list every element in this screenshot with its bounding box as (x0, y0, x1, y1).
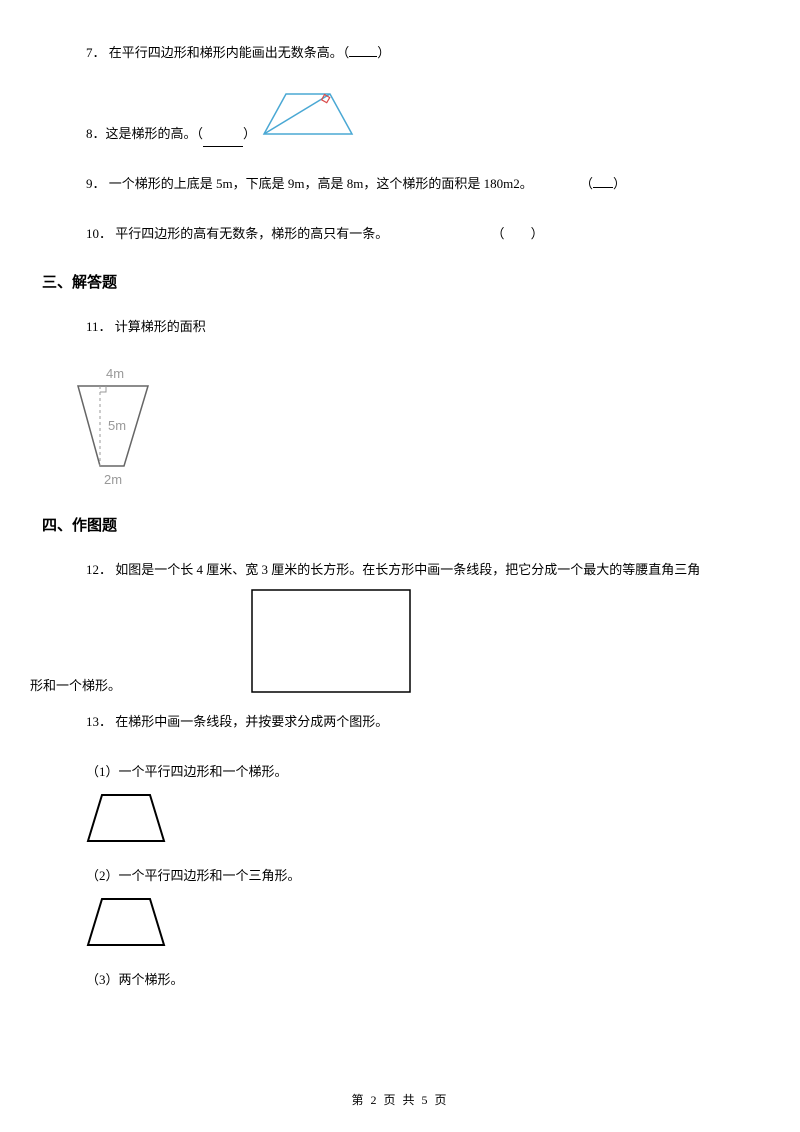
q12-figure (251, 589, 411, 697)
question-9: 9． 一个梯形的上底是 5m，下底是 9m，高是 8m，这个梯形的面积是 180… (86, 171, 770, 197)
q13-sub2: （2）一个平行四边形和一个三角形。 (86, 863, 770, 889)
q10-number: 10． (86, 226, 112, 241)
q9-open: （ (580, 176, 593, 191)
trapezoid-outline (264, 94, 352, 134)
q11-text: 计算梯形的面积 (115, 319, 206, 334)
q13-figure-2 (86, 897, 770, 951)
q8-figure (260, 90, 356, 147)
q9-close: ） (613, 176, 626, 191)
q9-blank[interactable] (593, 175, 613, 188)
q13-sub3: （3）两个梯形。 (86, 967, 770, 993)
q9-number: 9． (86, 176, 106, 191)
q11-bottom-label: 2m (104, 472, 122, 487)
q7-blank[interactable] (349, 44, 377, 57)
q12-number: 12． (86, 562, 112, 577)
q8-text: 这是梯形的高。（ (106, 121, 204, 147)
q9-text: 一个梯形的上底是 5m，下底是 9m，高是 8m，这个梯形的面积是 180m2。 (109, 176, 533, 191)
q8-close: ） (243, 121, 256, 147)
q13-text: 在梯形中画一条线段，并按要求分成两个图形。 (115, 714, 388, 729)
q8-blank[interactable] (203, 134, 243, 147)
trapezoid-diagonal (264, 94, 330, 134)
q11-top-label: 4m (106, 366, 124, 381)
q7-close: ） (377, 45, 390, 60)
q7-number: 7． (86, 45, 106, 60)
question-10: 10． 平行四边形的高有无数条，梯形的高只有一条。 （ ） (86, 221, 770, 247)
q7-text: 在平行四边形和梯形内能画出无数条高。（ (109, 45, 350, 60)
question-7: 7． 在平行四边形和梯形内能画出无数条高。（ ） (86, 40, 770, 66)
q12-text-b: 形和一个梯形。 (30, 673, 121, 701)
question-12: 12． 如图是一个长 4 厘米、宽 3 厘米的长方形。在长方形中画一条线段，把它… (30, 557, 770, 701)
q13-figure-1 (86, 793, 770, 847)
q8-number: 8． (86, 121, 106, 147)
q12-line2-wrap: 形和一个梯形。 (30, 583, 770, 701)
q11-number: 11． (86, 319, 112, 334)
q11-right-angle (100, 386, 106, 392)
question-8: 8． 这是梯形的高。（ ） (86, 90, 770, 147)
page-footer: 第 2 页 共 5 页 (0, 1091, 800, 1108)
q13-trap2 (88, 899, 164, 945)
section-4-title: 四、作图题 (42, 514, 770, 535)
q13-number: 13． (86, 714, 112, 729)
question-11: 11． 计算梯形的面积 (86, 314, 770, 340)
q13-trap1 (88, 795, 164, 841)
q10-close: ） (531, 226, 544, 241)
q10-open: （ (492, 226, 505, 241)
q11-height-label: 5m (108, 418, 126, 433)
q10-text: 平行四边形的高有无数条，梯形的高只有一条。 (115, 226, 388, 241)
q12-text-a: 如图是一个长 4 厘米、宽 3 厘米的长方形。在长方形中画一条线段，把它分成一个… (115, 562, 700, 577)
q12-line1: 12． 如图是一个长 4 厘米、宽 3 厘米的长方形。在长方形中画一条线段，把它… (86, 557, 770, 583)
question-13: 13． 在梯形中画一条线段，并按要求分成两个图形。 (86, 709, 770, 735)
q10-space[interactable] (505, 226, 531, 241)
section-3-title: 三、解答题 (42, 271, 770, 292)
q12-rectangle (252, 590, 410, 692)
q13-sub1: （1）一个平行四边形和一个梯形。 (86, 759, 770, 785)
q11-figure: 4m 5m 2m (64, 364, 770, 494)
